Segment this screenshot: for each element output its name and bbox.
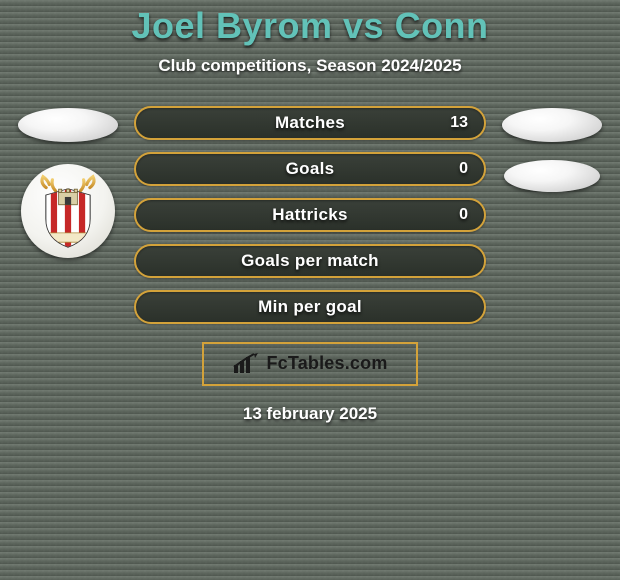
brand-badge: FcTables.com bbox=[202, 342, 418, 386]
stat-right-value: 0 bbox=[459, 206, 468, 224]
crest-svg bbox=[29, 172, 107, 250]
stat-label: Goals per match bbox=[241, 251, 379, 271]
stat-right-value: 13 bbox=[450, 114, 468, 132]
stat-pill-goals: Goals 0 bbox=[134, 152, 486, 186]
stat-right-value: 0 bbox=[459, 160, 468, 178]
footer-date: 13 february 2025 bbox=[0, 404, 620, 424]
stat-label: Goals bbox=[286, 159, 335, 179]
right-club-crest-placeholder bbox=[504, 160, 600, 192]
comparison-block: Matches 13 Goals 0 Hattricks 0 Goals per… bbox=[0, 106, 620, 324]
stat-pill-hattricks: Hattricks 0 bbox=[134, 198, 486, 232]
left-club-crest bbox=[21, 164, 115, 258]
stat-label: Hattricks bbox=[272, 205, 347, 225]
page-title: Joel Byrom vs Conn bbox=[0, 6, 620, 46]
right-player-column bbox=[492, 106, 612, 324]
right-player-photo bbox=[502, 108, 602, 142]
content-root: Joel Byrom vs Conn Club competitions, Se… bbox=[0, 0, 620, 580]
left-player-photo bbox=[18, 108, 118, 142]
stat-pill-goals-per-match: Goals per match bbox=[134, 244, 486, 278]
stat-pill-matches: Matches 13 bbox=[134, 106, 486, 140]
brand-text: FcTables.com bbox=[266, 353, 387, 374]
page-subtitle: Club competitions, Season 2024/2025 bbox=[0, 56, 620, 76]
left-player-column bbox=[8, 106, 128, 324]
stat-pill-min-per-goal: Min per goal bbox=[134, 290, 486, 324]
stat-label: Matches bbox=[275, 113, 345, 133]
bar-chart-icon bbox=[232, 353, 260, 375]
stat-pill-list: Matches 13 Goals 0 Hattricks 0 Goals per… bbox=[128, 106, 492, 324]
stat-label: Min per goal bbox=[258, 297, 362, 317]
